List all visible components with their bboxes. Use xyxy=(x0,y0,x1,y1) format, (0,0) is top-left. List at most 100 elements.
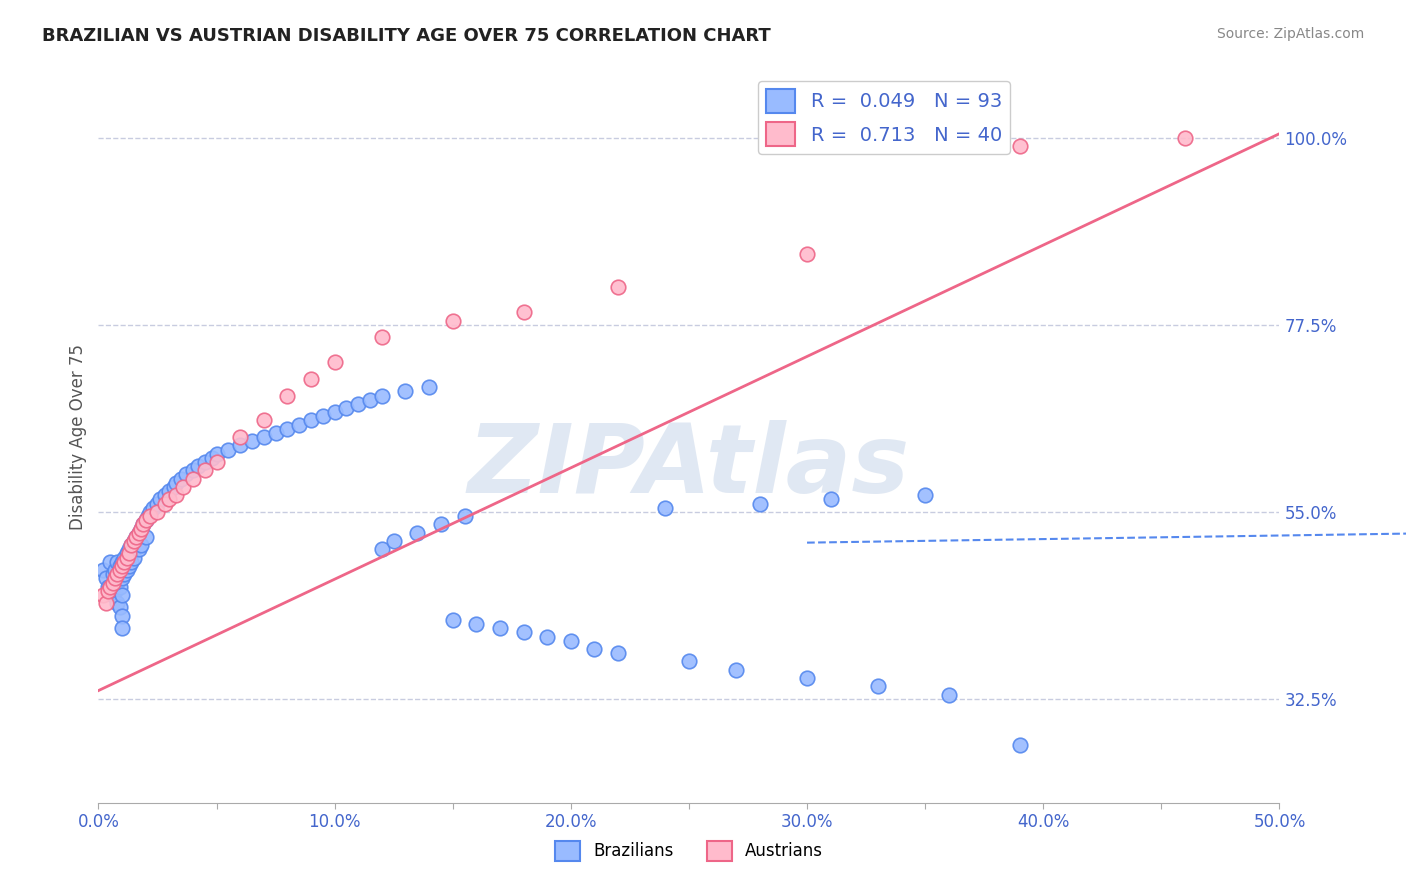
Point xyxy=(108,558,131,573)
Point xyxy=(115,550,138,565)
Point xyxy=(128,525,150,540)
Point xyxy=(121,555,143,569)
Point xyxy=(111,621,134,635)
Text: Source: ZipAtlas.com: Source: ZipAtlas.com xyxy=(1216,27,1364,41)
Point xyxy=(229,430,252,444)
Point xyxy=(820,492,842,507)
Point xyxy=(654,500,676,515)
Point xyxy=(112,550,135,565)
Point xyxy=(489,621,512,635)
Point xyxy=(253,430,276,444)
Point xyxy=(312,409,335,424)
Point xyxy=(181,472,204,486)
Point xyxy=(129,521,152,535)
Point xyxy=(583,642,606,657)
Point xyxy=(98,580,121,594)
Point xyxy=(157,492,180,507)
Point xyxy=(394,384,416,399)
Point xyxy=(108,600,131,615)
Point xyxy=(98,580,121,594)
Point xyxy=(121,538,143,552)
Point xyxy=(101,588,124,602)
Point xyxy=(146,505,169,519)
Text: ZIPAtlas: ZIPAtlas xyxy=(468,420,910,513)
Point xyxy=(108,580,131,594)
Point xyxy=(371,388,394,402)
Point xyxy=(453,509,475,524)
Point xyxy=(122,550,145,565)
Point xyxy=(201,450,224,465)
Point xyxy=(149,492,172,507)
Point xyxy=(153,497,176,511)
Point xyxy=(194,455,217,469)
Point xyxy=(288,417,311,432)
Point xyxy=(111,608,134,623)
Point xyxy=(240,434,263,449)
Point xyxy=(607,280,630,294)
Point xyxy=(796,671,818,685)
Point xyxy=(914,488,936,502)
Point xyxy=(536,630,558,644)
Point xyxy=(132,517,155,532)
Point xyxy=(165,475,187,490)
Point xyxy=(299,372,322,386)
Point xyxy=(264,425,287,440)
Point xyxy=(347,397,370,411)
Point xyxy=(371,330,394,344)
Point xyxy=(299,413,322,427)
Point xyxy=(115,546,138,560)
Point xyxy=(108,563,131,577)
Point xyxy=(146,497,169,511)
Point xyxy=(1008,738,1031,752)
Point xyxy=(163,480,186,494)
Point xyxy=(112,555,135,569)
Point xyxy=(104,583,127,598)
Point xyxy=(97,583,120,598)
Point xyxy=(94,571,117,585)
Point xyxy=(125,530,148,544)
Point xyxy=(796,247,818,261)
Point xyxy=(121,538,143,552)
Point xyxy=(136,509,159,524)
Text: BRAZILIAN VS AUSTRIAN DISABILITY AGE OVER 75 CORRELATION CHART: BRAZILIAN VS AUSTRIAN DISABILITY AGE OVE… xyxy=(42,27,770,45)
Point xyxy=(170,472,193,486)
Point xyxy=(229,438,252,452)
Point xyxy=(465,617,488,632)
Point xyxy=(118,558,141,573)
Point xyxy=(94,596,117,610)
Point xyxy=(174,467,197,482)
Point xyxy=(112,567,135,582)
Point xyxy=(205,455,228,469)
Point xyxy=(111,571,134,585)
Point xyxy=(406,525,429,540)
Point xyxy=(194,463,217,477)
Point xyxy=(205,447,228,461)
Point xyxy=(122,533,145,548)
Point xyxy=(371,542,394,557)
Point xyxy=(105,555,128,569)
Point xyxy=(105,567,128,582)
Point xyxy=(441,314,464,328)
Point xyxy=(323,405,346,419)
Point xyxy=(118,546,141,560)
Point xyxy=(560,633,582,648)
Point xyxy=(111,588,134,602)
Point xyxy=(129,538,152,552)
Point xyxy=(725,663,748,677)
Point xyxy=(512,625,534,640)
Point xyxy=(135,513,157,527)
Point xyxy=(187,459,209,474)
Point xyxy=(938,688,960,702)
Point xyxy=(157,484,180,499)
Point xyxy=(104,563,127,577)
Point xyxy=(607,646,630,660)
Point xyxy=(153,488,176,502)
Point xyxy=(142,500,165,515)
Point xyxy=(335,401,357,415)
Point xyxy=(105,575,128,590)
Point xyxy=(104,571,127,585)
Point xyxy=(101,567,124,582)
Point xyxy=(97,580,120,594)
Point xyxy=(1174,131,1197,145)
Point xyxy=(98,555,121,569)
